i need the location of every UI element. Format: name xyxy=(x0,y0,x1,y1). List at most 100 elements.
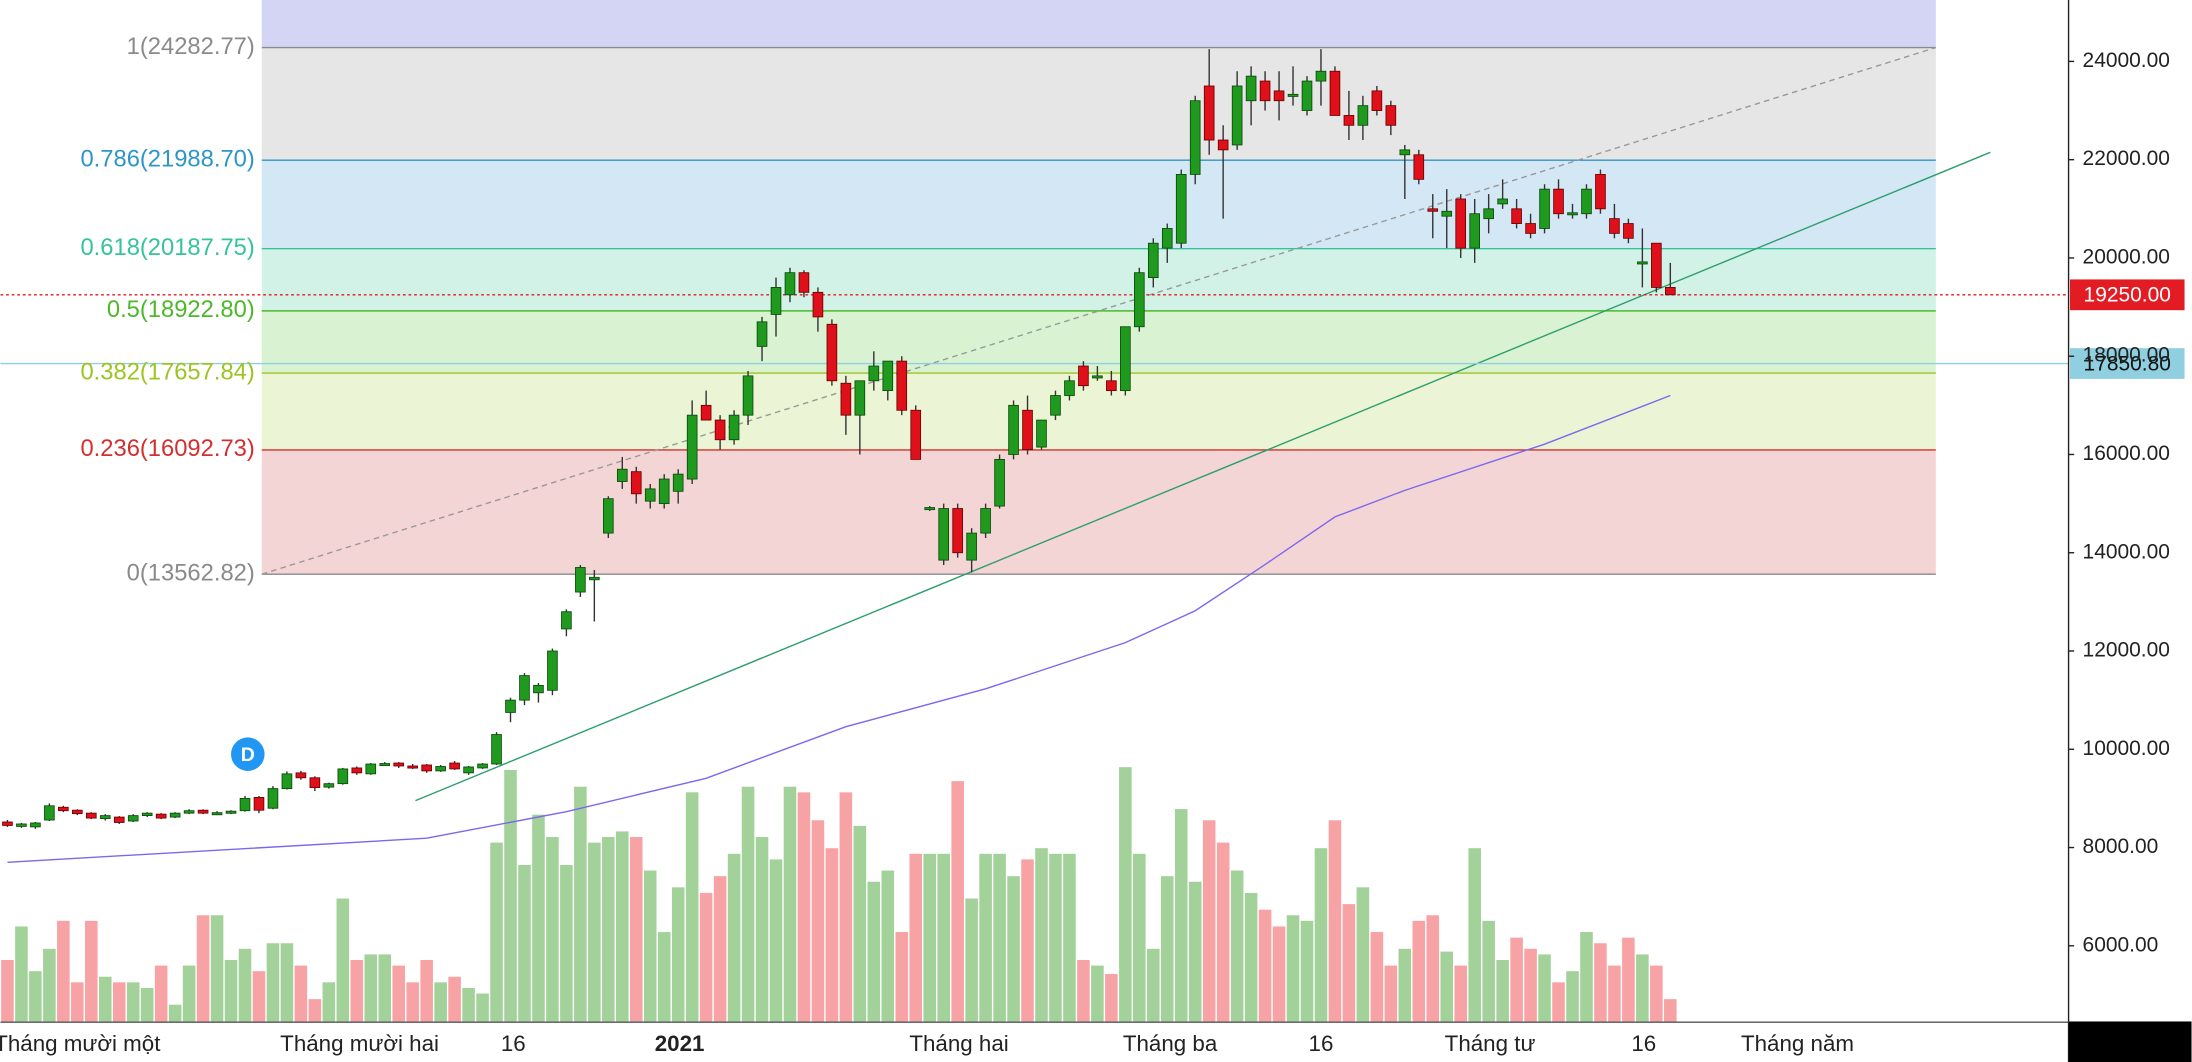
volume-bar xyxy=(951,781,964,1022)
y-tick-label: 20000.00 xyxy=(2083,245,2170,268)
candle-body xyxy=(155,813,167,819)
candle-body xyxy=(1315,70,1327,82)
volume-bar xyxy=(1049,853,1062,1022)
trendline xyxy=(261,46,1937,575)
fib-bands xyxy=(261,0,1936,575)
candle-body xyxy=(547,650,558,691)
volume-bar xyxy=(1370,932,1384,1022)
candle-body xyxy=(742,375,754,416)
volume-bar xyxy=(1566,971,1579,1022)
candle-body xyxy=(1581,188,1592,215)
candle-body xyxy=(1050,395,1061,416)
volume-bar xyxy=(71,982,84,1022)
fib-band xyxy=(261,449,1936,575)
candle-body xyxy=(1175,174,1187,244)
volume-bar xyxy=(1007,876,1020,1022)
volume-bar xyxy=(532,814,545,1022)
volume-bar xyxy=(1510,937,1523,1022)
volume-bar xyxy=(1160,876,1174,1022)
volume-bar xyxy=(1636,954,1649,1022)
volume-bar xyxy=(965,898,978,1022)
volume-bar xyxy=(713,876,727,1022)
volume-bar xyxy=(727,853,741,1022)
volume-bar xyxy=(168,1004,182,1022)
candle-body xyxy=(952,508,963,554)
volume-bar xyxy=(1286,915,1300,1022)
price-badge xyxy=(2069,348,2185,379)
volume-bar xyxy=(1188,881,1202,1022)
fib-label: 0.5(18922.80) xyxy=(107,296,255,323)
corner-box xyxy=(2068,1021,2192,1062)
volume-bar xyxy=(602,837,615,1022)
volume-bar xyxy=(1384,965,1398,1022)
volume-bar xyxy=(322,982,336,1022)
candle-body xyxy=(1036,419,1047,448)
fib-label: 1(24282.77) xyxy=(127,33,255,60)
candle-body xyxy=(1357,105,1369,126)
volume-bar xyxy=(993,853,1006,1022)
candle-body xyxy=(197,809,209,814)
x-tick-label: 2021 xyxy=(655,1031,705,1056)
volume-bar xyxy=(1580,932,1593,1022)
volume-bar xyxy=(1133,853,1146,1022)
candle-body xyxy=(994,458,1005,507)
volume-bar xyxy=(1454,965,1468,1022)
volume-bar xyxy=(783,786,797,1022)
candle-body xyxy=(1161,228,1173,249)
volume-bar xyxy=(867,881,881,1022)
candle-body xyxy=(1217,139,1229,151)
candle-body xyxy=(323,783,335,788)
y-tick-label: 24000.00 xyxy=(2083,49,2170,72)
volume-bar xyxy=(434,982,447,1022)
candle-body xyxy=(1455,198,1467,249)
candle-body xyxy=(882,360,894,392)
volume-bar xyxy=(1,959,14,1022)
volume-bar xyxy=(671,887,685,1022)
volume-bar xyxy=(881,870,895,1022)
candle-body xyxy=(1385,105,1397,126)
candle-body xyxy=(630,471,642,495)
volume-bar xyxy=(98,976,112,1022)
volume-bar xyxy=(1482,920,1495,1022)
candle-body xyxy=(351,767,363,774)
volume-bar xyxy=(476,993,489,1022)
y-tick-label: 16000.00 xyxy=(2083,442,2170,465)
y-tick-label: 12000.00 xyxy=(2083,639,2170,662)
volume-bar xyxy=(1608,965,1621,1022)
candle-body xyxy=(1609,218,1620,234)
candle-body xyxy=(127,815,139,822)
candle-body xyxy=(449,762,460,770)
volume-bar xyxy=(895,932,909,1022)
candle-body xyxy=(1399,149,1411,156)
candle-body xyxy=(30,822,41,828)
candle-body xyxy=(966,532,977,561)
candle-body xyxy=(99,815,111,819)
candle-body xyxy=(58,806,69,812)
y-tick-label: 14000.00 xyxy=(2083,540,2170,563)
candle-body xyxy=(980,508,991,534)
volume-bar xyxy=(923,853,937,1022)
trendline xyxy=(415,151,1991,802)
fib-label: 0.382(17657.84) xyxy=(80,358,254,385)
candle-body xyxy=(1092,375,1103,379)
candle-body xyxy=(295,772,307,779)
volume-bar xyxy=(308,999,322,1022)
volume-bar xyxy=(406,982,419,1022)
candle-body xyxy=(211,812,223,816)
volume-bar xyxy=(57,920,70,1022)
candle-body xyxy=(672,473,684,492)
volume-bar xyxy=(1091,965,1104,1022)
y-tick-label: 22000.00 xyxy=(2083,147,2170,170)
volume-bar xyxy=(1216,842,1230,1022)
candle-body xyxy=(1189,100,1201,175)
candle-body xyxy=(1497,198,1508,205)
candle-body xyxy=(658,478,670,505)
candle-body xyxy=(1134,272,1145,328)
volume-bar xyxy=(392,965,406,1022)
candle-body xyxy=(1525,223,1536,234)
candle-body xyxy=(1637,261,1648,265)
volume-bar xyxy=(224,959,238,1022)
volume-bar xyxy=(1622,937,1635,1022)
volume-bar xyxy=(112,982,126,1022)
volume-bar xyxy=(1398,948,1412,1022)
